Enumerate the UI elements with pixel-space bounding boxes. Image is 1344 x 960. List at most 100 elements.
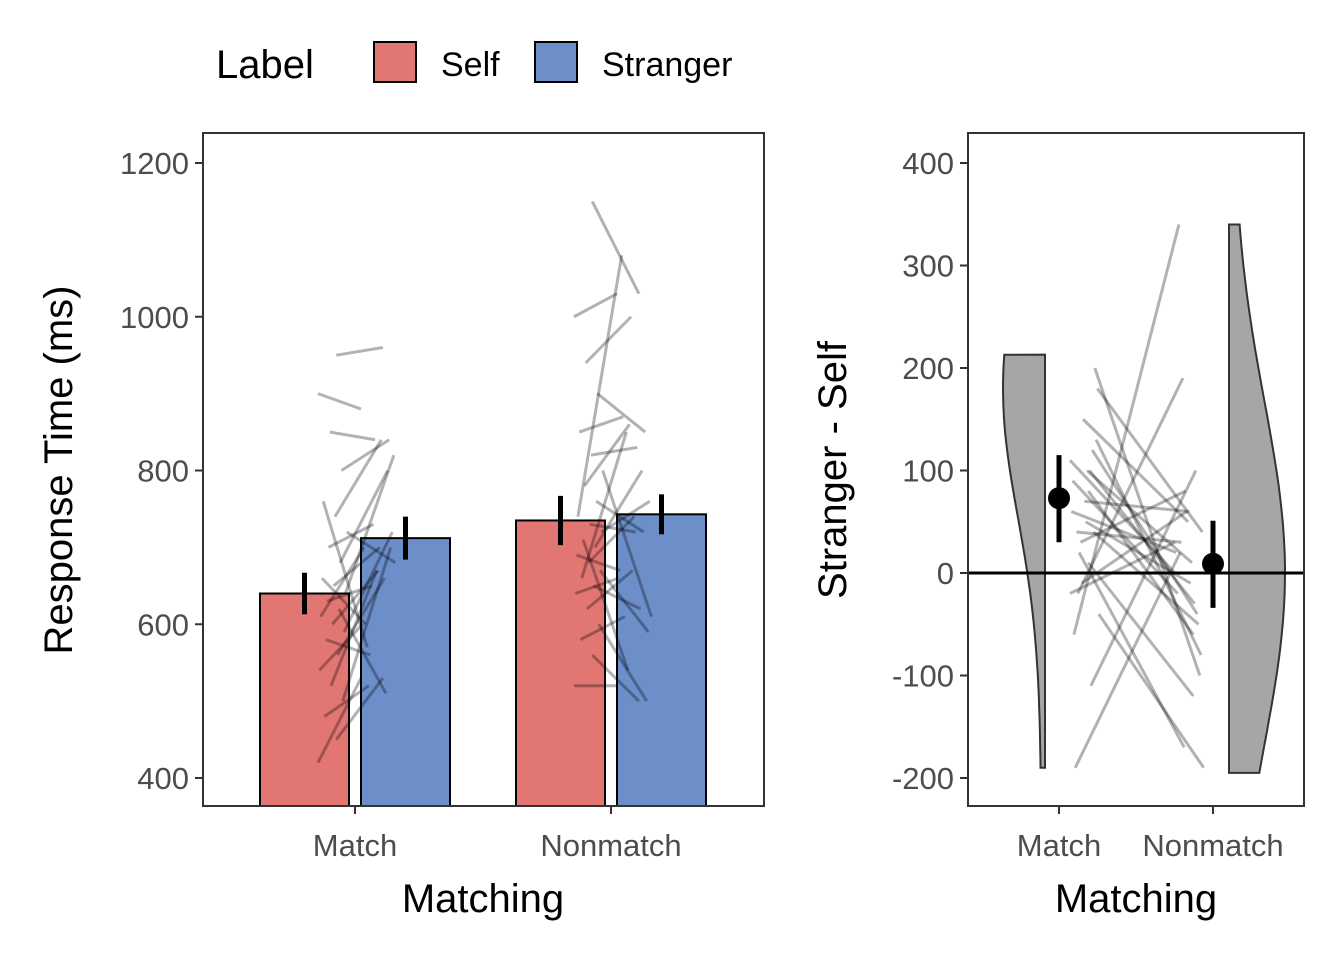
y-tick-label: 100 [902, 454, 954, 489]
subject-line [318, 623, 364, 672]
bar-stranger-match [360, 537, 451, 808]
subject-line [331, 569, 380, 626]
subject-line [338, 469, 389, 564]
subject-line [591, 653, 640, 703]
x-tick-label: Match [1017, 828, 1101, 863]
subject-difference-line [1070, 510, 1177, 554]
bar-panel: 400 600 800 1000 1200 [120, 132, 765, 814]
subject-line [327, 522, 375, 549]
x-tick-label: Nonmatch [540, 828, 681, 863]
y-tick-label: 400 [137, 761, 189, 796]
legend-label-stranger: Stranger [602, 46, 732, 84]
subject-line [581, 539, 630, 671]
subject-line [317, 392, 362, 411]
y-tick-label: -200 [892, 761, 954, 796]
subject-difference-line [1084, 499, 1190, 513]
subject-difference-line [1069, 540, 1176, 595]
subject-line [335, 677, 385, 741]
y-tick-label: 0 [937, 556, 954, 591]
subject-line [573, 292, 618, 319]
bar-self-match [259, 592, 350, 807]
y-tick-label: 1200 [120, 146, 189, 181]
subject-difference-line [1071, 479, 1179, 595]
subject-line [332, 546, 381, 587]
subject-difference-line [1073, 551, 1182, 769]
subject-line [589, 522, 637, 534]
subject-difference-line [1081, 418, 1190, 523]
subject-difference-line [1076, 377, 1185, 595]
plot-border [967, 132, 1305, 807]
subject-difference-line [1087, 490, 1195, 636]
subject-line [593, 469, 644, 549]
subject-line [337, 608, 388, 695]
subject-line [583, 423, 631, 487]
subject-line [342, 531, 394, 633]
y-axis-title: Stranger - Self [811, 340, 855, 599]
subject-line [600, 499, 651, 534]
difference-panel: -200 -100 0 100 200 300 400 [892, 132, 1305, 814]
y-tick-label: -100 [892, 659, 954, 694]
subject-line [592, 584, 642, 611]
subject-line [329, 430, 376, 442]
subject-line [584, 315, 633, 364]
subject-difference-line [1084, 520, 1192, 585]
mean-point [1048, 487, 1070, 510]
subject-line [336, 346, 384, 357]
y-tick-label: 400 [902, 146, 954, 181]
subject-line [345, 530, 397, 565]
subject-line [578, 415, 624, 434]
subject-line [316, 677, 363, 764]
y-tick-label: 200 [902, 351, 954, 386]
subject-line [598, 569, 650, 633]
subject-line [326, 584, 373, 603]
subject-difference-line [1097, 613, 1205, 769]
subject-line [333, 438, 383, 518]
subject-difference-line [1093, 367, 1202, 676]
subject-line [580, 431, 628, 579]
subject-difference-line [1080, 510, 1188, 585]
subject-line [340, 438, 390, 472]
subject-difference-line [1072, 224, 1181, 635]
subject-line [574, 576, 620, 595]
subject-line [323, 684, 370, 718]
subject-difference-line [1076, 530, 1182, 544]
subject-line [597, 623, 649, 702]
subject-line [587, 515, 636, 564]
legend-swatch-self [373, 41, 417, 83]
x-tick-label: Nonmatch [1142, 828, 1283, 863]
subject-difference-line [1077, 551, 1186, 748]
x-tick-label: Match [313, 828, 397, 863]
subject-line [596, 392, 647, 434]
subject-line [576, 553, 621, 572]
subject-difference-line [1089, 469, 1198, 687]
subject-line [329, 569, 379, 687]
subject-line [595, 499, 645, 534]
subject-line [590, 445, 638, 457]
subject-difference-line [1088, 469, 1196, 605]
subject-line [325, 638, 371, 657]
y-tick-label: 600 [137, 607, 189, 642]
mean-point [1202, 552, 1224, 575]
legend: Label Self Stranger [216, 41, 732, 87]
subject-difference-line [1085, 469, 1193, 564]
subject-difference-line [1096, 387, 1204, 533]
subject-line [343, 454, 396, 594]
x-axis-title: Matching [402, 877, 564, 921]
subject-line [319, 546, 366, 618]
subject-difference-line [1087, 561, 1195, 697]
legend-label-self: Self [441, 46, 500, 84]
plot-border [202, 132, 765, 807]
subject-line [590, 200, 641, 295]
y-axis-title: Response Time (ms) [37, 286, 81, 655]
subject-line [321, 500, 369, 648]
subject-line [586, 569, 634, 611]
subject-line [341, 546, 393, 702]
y-tick-label: 300 [902, 249, 954, 284]
y-tick-label: 800 [137, 454, 189, 489]
subject-difference-line [1068, 459, 1177, 575]
subject-difference-line [1092, 530, 1200, 626]
violin-nonmatch [1228, 223, 1287, 774]
subject-line [320, 577, 367, 626]
x-axis-title: Matching [1055, 877, 1217, 921]
